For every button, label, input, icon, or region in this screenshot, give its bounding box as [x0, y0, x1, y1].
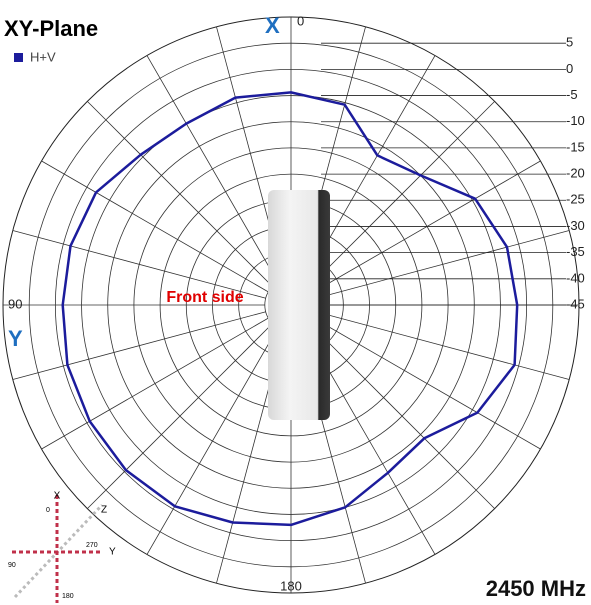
r-tick-label: -35: [566, 244, 585, 259]
icon-label: 180: [62, 593, 74, 600]
polar-grid: 5 0 -5 -10 -15 -20 -25 -30 -35 -40 -45 0 90 180: [2, 13, 585, 594]
r-tick-label: -25: [566, 192, 585, 207]
icon-label: X: [54, 491, 61, 502]
r-tick-label: -40: [566, 270, 585, 285]
r-tick-label: -30: [566, 218, 585, 233]
legend-swatch: [14, 53, 23, 62]
x-axis-label: X: [265, 13, 280, 38]
icon-label: 0: [46, 507, 50, 514]
r-tick-label: -10: [566, 113, 585, 128]
r-tick-label: 0: [566, 61, 573, 76]
plot: H+V: [14, 49, 519, 527]
r-tick-label: -20: [566, 166, 585, 181]
icon-label: Y: [109, 547, 116, 558]
angle-tick-label: 90: [8, 296, 22, 311]
angle-tick-label: 180: [280, 578, 302, 593]
axis-icon: X Z Y 0 270 90 180: [8, 491, 116, 603]
chart-title: XY-Plane: [4, 16, 98, 41]
icon-label: 270: [86, 542, 98, 549]
icon-label: Z: [101, 505, 107, 516]
icon-label: 90: [8, 562, 16, 569]
r-tick-label: -15: [566, 139, 585, 154]
r-tick-label: 5: [566, 35, 573, 50]
frequency-label: 2450 MHz: [486, 576, 586, 601]
y-axis-label: Y: [8, 326, 23, 351]
device-image: [268, 190, 330, 420]
angle-tick-label: 0: [297, 13, 304, 28]
r-tick-label: -5: [566, 87, 578, 102]
center-label: Front side: [166, 289, 243, 306]
legend-label: H+V: [30, 49, 56, 64]
r-tick-label: -45: [566, 296, 585, 311]
pattern-line: [61, 91, 519, 527]
